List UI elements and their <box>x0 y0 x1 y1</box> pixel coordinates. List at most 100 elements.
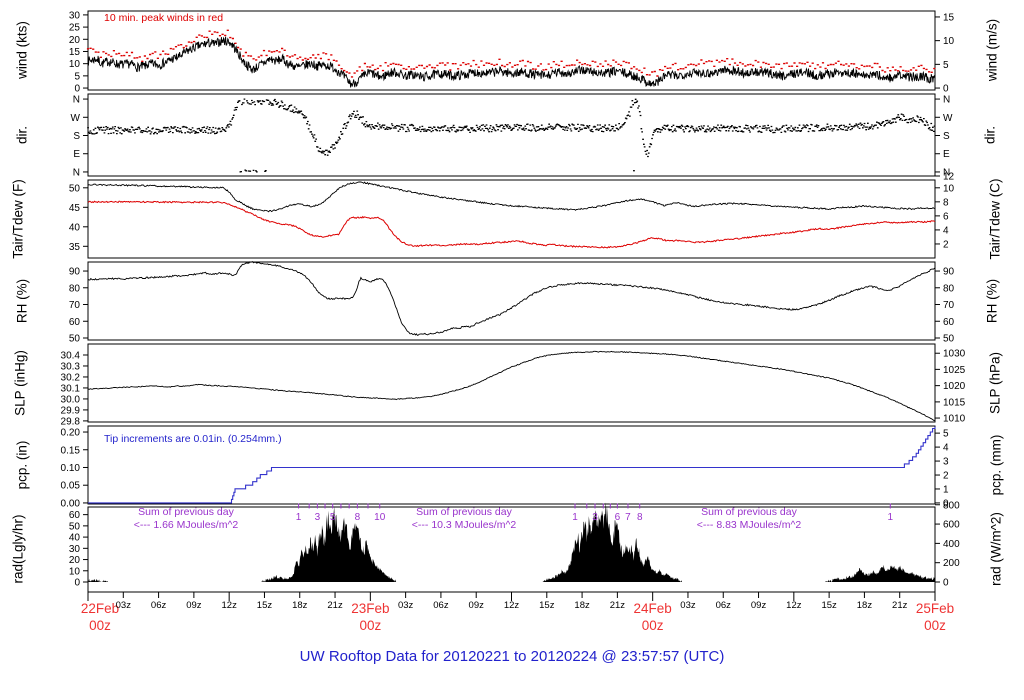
svg-text:600: 600 <box>943 520 960 531</box>
rad-sum-day2-line2: <--- 10.3 MJoules/m^2 <box>411 519 517 531</box>
hour-label: 21z <box>892 600 908 611</box>
svg-text:50: 50 <box>69 333 81 344</box>
series-temp-0 <box>87 181 936 213</box>
panel-rh: 50 60 70 80 90 50 60 70 80 90 <box>69 261 955 344</box>
svg-text:5: 5 <box>74 71 80 82</box>
svg-text:35: 35 <box>69 242 81 253</box>
hour-label: 09z <box>751 600 767 611</box>
axis-label-rh-right: RH (%) <box>984 278 1000 324</box>
svg-text:5: 5 <box>943 429 949 440</box>
day-label: 23Feb <box>351 601 389 616</box>
day-label: 22Feb <box>81 601 119 616</box>
svg-text:6: 6 <box>943 211 949 222</box>
svg-text:10: 10 <box>943 36 955 47</box>
svg-text:40: 40 <box>69 222 81 233</box>
rad-sum-day3: Sum of previous day <--- 8.83 MJoules/m^… <box>697 506 801 532</box>
svg-text:1030: 1030 <box>943 349 966 360</box>
svg-text:4: 4 <box>943 225 949 236</box>
hour-label: 06z <box>151 600 167 611</box>
hour-label: 18z <box>857 600 873 611</box>
series-wind-0 <box>87 36 936 88</box>
svg-text:60: 60 <box>69 317 81 328</box>
panel-pcp: 0.00 0.05 0.10 0.15 0.20 0 1 2 3 4 5 <box>61 425 949 509</box>
svg-text:30: 30 <box>69 544 81 555</box>
svg-text:1015: 1015 <box>943 397 966 408</box>
hour-label: 21z <box>327 600 343 611</box>
svg-text:7: 7 <box>625 512 631 523</box>
svg-text:0: 0 <box>943 84 949 95</box>
hour-label: 06z <box>433 600 449 611</box>
svg-text:3: 3 <box>592 512 598 523</box>
hour-label: 12z <box>222 600 238 611</box>
svg-text:8: 8 <box>943 197 949 208</box>
svg-text:1: 1 <box>888 512 894 523</box>
svg-text:2: 2 <box>943 471 949 482</box>
axis-label-dir-right: dir. <box>982 125 998 145</box>
day-sublabel: 00z <box>642 618 664 633</box>
wind-peak-note: 10 min. peak winds in red <box>104 12 224 24</box>
x-axis: 22Feb 00z 23Feb 00z 24Feb 00z 25Feb 00z 03z 06z 09… <box>81 592 954 633</box>
svg-text:90: 90 <box>943 267 955 278</box>
hour-label: 18z <box>292 600 308 611</box>
svg-text:70: 70 <box>943 300 955 311</box>
day-label: 24Feb <box>634 601 672 616</box>
svg-text:0.05: 0.05 <box>61 481 81 492</box>
svg-text:N: N <box>943 167 950 178</box>
svg-text:45: 45 <box>69 203 81 214</box>
day-sublabel: 00z <box>924 618 946 633</box>
svg-text:20: 20 <box>69 35 81 46</box>
svg-text:8: 8 <box>637 512 643 523</box>
rad-sum-day3-line1: Sum of previous day <box>701 506 797 518</box>
day-sublabel: 00z <box>89 618 111 633</box>
svg-text:10: 10 <box>374 512 386 523</box>
svg-text:30.1: 30.1 <box>61 383 81 394</box>
svg-text:50: 50 <box>69 183 81 194</box>
hour-label: 03z <box>116 600 132 611</box>
svg-text:1010: 1010 <box>943 414 966 425</box>
series-wind-1 <box>86 29 936 78</box>
svg-text:8: 8 <box>355 512 361 523</box>
axis-label-slp-left: SLP (inHg) <box>12 350 28 416</box>
axis-label-temp-right: Tair/Tdew (C) <box>987 178 1003 260</box>
axis-label-rad-right: rad (W/m^2) <box>988 512 1004 586</box>
day-label: 25Feb <box>916 601 954 616</box>
svg-text:6: 6 <box>615 512 621 523</box>
panel-slp: 29.829.930.030.130.230.330.4 1010 1015 1020… <box>61 343 966 427</box>
svg-text:50: 50 <box>69 521 81 532</box>
svg-text:0.20: 0.20 <box>61 428 81 439</box>
chart-title: UW Rooftop Data for 20120221 to 20120224… <box>299 648 725 665</box>
svg-text:N: N <box>943 95 950 106</box>
svg-text:80: 80 <box>69 283 81 294</box>
svg-text:29.8: 29.8 <box>61 416 81 427</box>
hour-label: 15z <box>539 600 555 611</box>
rad-sum-day1: Sum of previous day <--- 1.66 MJoules/m^… <box>134 506 238 532</box>
axis-label-wind-right: wind (m/s) <box>984 18 1000 82</box>
rad-sum-day2: Sum of previous day <--- 10.3 MJoules/m^… <box>412 506 516 532</box>
hour-label: 18z <box>574 600 590 611</box>
svg-text:30: 30 <box>69 10 81 21</box>
svg-text:30.0: 30.0 <box>61 394 81 405</box>
series-dir-0 <box>87 98 936 173</box>
hour-label: 09z <box>469 600 485 611</box>
svg-text:400: 400 <box>943 539 960 550</box>
hour-label: 15z <box>821 600 837 611</box>
svg-text:S: S <box>943 131 950 142</box>
axis-label-pcp-right: pcp. (mm) <box>988 434 1004 496</box>
svg-text:50: 50 <box>943 333 955 344</box>
svg-text:10: 10 <box>943 183 955 194</box>
svg-text:90: 90 <box>69 267 81 278</box>
svg-text:0: 0 <box>943 578 949 589</box>
svg-text:10: 10 <box>69 566 81 577</box>
svg-text:30.3: 30.3 <box>61 361 81 372</box>
svg-text:4: 4 <box>943 443 949 454</box>
svg-text:1: 1 <box>572 512 578 523</box>
hour-label: 03z <box>398 600 414 611</box>
svg-text:E: E <box>73 149 80 160</box>
series-pcp-0 <box>88 426 936 504</box>
hour-label: 15z <box>257 600 273 611</box>
series-rad-0 <box>88 502 935 582</box>
svg-text:40: 40 <box>69 533 81 544</box>
day-sublabel: 00z <box>359 618 381 633</box>
